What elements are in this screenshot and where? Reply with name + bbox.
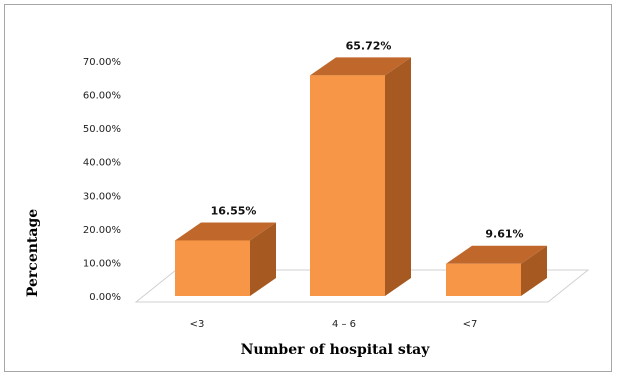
bars: 16.55% 65.72% 9.61%	[175, 39, 547, 296]
data-label: 16.55%	[211, 204, 257, 217]
bar-top	[310, 57, 411, 76]
data-label: 9.61%	[485, 228, 523, 241]
x-tick-label: <7	[463, 319, 478, 330]
bar: 65.72%	[310, 39, 411, 296]
chart-frame	[4, 4, 612, 372]
y-tick-label: 40.00%	[83, 158, 121, 169]
data-label: 65.72%	[346, 39, 392, 52]
bar-side	[385, 57, 411, 296]
bar: 9.61%	[446, 228, 547, 296]
bar-top	[175, 222, 276, 241]
y-axis-title: Percentage	[25, 209, 41, 297]
y-tick-label: 30.00%	[83, 191, 121, 202]
y-tick-label: 20.00%	[83, 225, 121, 236]
x-axis-title: Number of hospital stay	[241, 342, 431, 358]
y-tick-label: 10.00%	[83, 258, 121, 269]
y-tick-label: 0.00%	[89, 292, 121, 303]
y-tick-label: 50.00%	[83, 124, 121, 135]
y-axis-ticks: 0.00% 10.00% 20.00% 30.00% 40.00% 50.00% 60.00…	[83, 57, 121, 303]
bar-side	[521, 245, 547, 296]
bar-side	[250, 222, 276, 296]
x-tick-label: <3	[190, 319, 205, 330]
bar-front	[310, 75, 385, 296]
bar-front	[175, 240, 250, 296]
bar-front	[446, 263, 521, 296]
y-tick-label: 70.00%	[83, 57, 121, 68]
bar: 16.55%	[175, 204, 276, 296]
x-tick-label: 4 – 6	[332, 319, 356, 330]
x-axis-categories: <3 4 – 6 <7	[190, 319, 478, 330]
bar-top	[446, 245, 547, 264]
y-tick-label: 60.00%	[83, 91, 121, 102]
